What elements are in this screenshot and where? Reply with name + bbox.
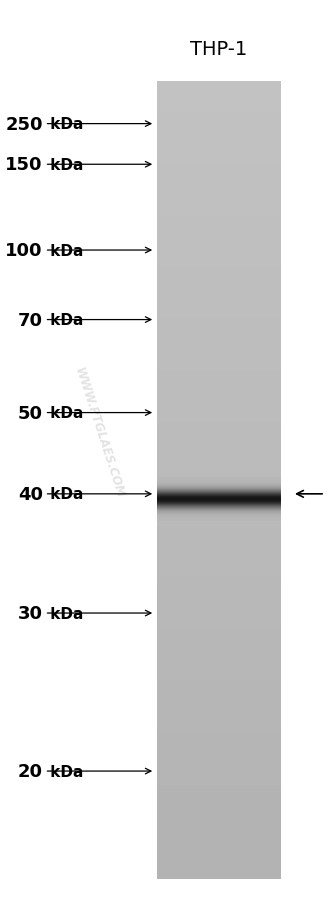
Text: kDa: kDa [45, 158, 83, 172]
Text: kDa: kDa [45, 313, 83, 327]
Text: 100: 100 [5, 242, 43, 260]
Text: 250: 250 [5, 115, 43, 133]
Text: 70: 70 [18, 311, 43, 329]
Text: 20: 20 [18, 762, 43, 780]
Text: WWW.PTGLAES.COM: WWW.PTGLAES.COM [72, 366, 126, 500]
Text: kDa: kDa [45, 244, 83, 258]
Text: 50: 50 [18, 404, 43, 422]
Text: 30: 30 [18, 604, 43, 622]
Text: kDa: kDa [45, 606, 83, 621]
Text: kDa: kDa [45, 487, 83, 502]
Text: kDa: kDa [45, 117, 83, 132]
Text: kDa: kDa [45, 764, 83, 778]
Text: THP-1: THP-1 [190, 40, 247, 60]
Text: 40: 40 [18, 485, 43, 503]
Text: kDa: kDa [45, 406, 83, 420]
Text: 150: 150 [5, 156, 43, 174]
